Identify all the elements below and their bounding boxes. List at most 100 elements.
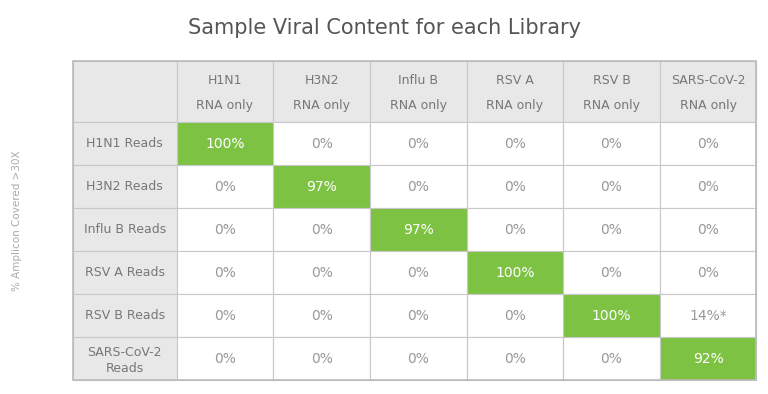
Bar [273, 61, 370, 122]
Text: 0%: 0% [504, 309, 526, 323]
Bar [273, 208, 370, 251]
Text: RNA only: RNA only [197, 98, 253, 112]
Text: 14%*: 14%* [690, 309, 727, 323]
Bar [563, 61, 660, 122]
Text: 97%: 97% [403, 223, 434, 237]
Text: 0%: 0% [697, 266, 719, 280]
Bar [466, 61, 563, 122]
Bar [177, 122, 273, 165]
Bar [660, 294, 756, 337]
Bar [370, 208, 467, 251]
Text: 0%: 0% [601, 266, 622, 280]
Bar [563, 122, 660, 165]
Bar [73, 294, 177, 337]
Text: 92%: 92% [693, 352, 723, 366]
Text: 0%: 0% [311, 223, 333, 237]
Text: 0%: 0% [407, 266, 429, 280]
Text: RSV B Reads: RSV B Reads [84, 309, 165, 322]
Text: SARS-CoV-2: SARS-CoV-2 [671, 74, 746, 87]
Text: H3N2 Reads: H3N2 Reads [87, 180, 163, 193]
Text: 0%: 0% [601, 137, 622, 151]
Bar [273, 251, 370, 294]
Text: RNA only: RNA only [486, 98, 544, 112]
Bar [273, 165, 370, 208]
Bar [73, 165, 177, 208]
Bar [660, 61, 756, 122]
Text: 0%: 0% [214, 223, 236, 237]
Bar [370, 61, 467, 122]
Text: RNA only: RNA only [389, 98, 447, 112]
Bar [177, 61, 273, 122]
Text: 100%: 100% [592, 309, 631, 323]
Text: 0%: 0% [697, 180, 719, 194]
Text: SARS-CoV-2: SARS-CoV-2 [88, 346, 162, 359]
Bar [466, 294, 563, 337]
Bar [73, 337, 177, 380]
Text: H3N2: H3N2 [304, 74, 339, 87]
Text: RNA only: RNA only [583, 98, 640, 112]
Bar [177, 294, 273, 337]
Bar [563, 165, 660, 208]
Bar [563, 208, 660, 251]
Text: 0%: 0% [311, 137, 333, 151]
Text: 97%: 97% [306, 180, 337, 194]
Text: 0%: 0% [697, 137, 719, 151]
Bar [370, 165, 467, 208]
Text: 0%: 0% [214, 180, 236, 194]
Text: 0%: 0% [311, 266, 333, 280]
Text: 0%: 0% [407, 352, 429, 366]
Bar [177, 337, 273, 380]
Text: Reads: Reads [106, 362, 144, 375]
Text: 100%: 100% [495, 266, 535, 280]
Text: 0%: 0% [601, 180, 622, 194]
Text: Influ B Reads: Influ B Reads [84, 223, 166, 236]
Bar [660, 208, 756, 251]
Text: 0%: 0% [407, 309, 429, 323]
Bar [660, 251, 756, 294]
Text: % Amplicon Covered >30X: % Amplicon Covered >30X [12, 151, 22, 291]
Bar [73, 251, 177, 294]
Text: 0%: 0% [311, 352, 333, 366]
Text: 0%: 0% [504, 180, 526, 194]
Text: RNA only: RNA only [680, 98, 737, 112]
Text: 0%: 0% [214, 309, 236, 323]
Bar [73, 61, 177, 122]
Bar [177, 165, 273, 208]
Text: H1N1 Reads: H1N1 Reads [87, 137, 163, 150]
Bar [563, 337, 660, 380]
Text: 0%: 0% [311, 309, 333, 323]
Bar [466, 165, 563, 208]
Bar [177, 251, 273, 294]
Bar [466, 337, 563, 380]
Text: RSV B: RSV B [593, 74, 631, 87]
Text: 0%: 0% [601, 223, 622, 237]
Bar [370, 122, 467, 165]
Text: 100%: 100% [205, 137, 245, 151]
Bar [273, 337, 370, 380]
Text: 0%: 0% [214, 266, 236, 280]
Bar [73, 61, 756, 380]
Text: 0%: 0% [697, 223, 719, 237]
Bar [370, 294, 467, 337]
Text: Influ B: Influ B [399, 74, 439, 87]
Text: 0%: 0% [504, 137, 526, 151]
Text: RSV A Reads: RSV A Reads [84, 266, 165, 279]
Bar [177, 208, 273, 251]
Text: 0%: 0% [601, 352, 622, 366]
Text: 0%: 0% [214, 352, 236, 366]
Bar [660, 122, 756, 165]
Bar [660, 165, 756, 208]
Bar [466, 208, 563, 251]
Bar [370, 251, 467, 294]
Text: RNA only: RNA only [293, 98, 350, 112]
Bar [563, 294, 660, 337]
Text: 0%: 0% [407, 180, 429, 194]
Bar [273, 294, 370, 337]
Bar [370, 337, 467, 380]
Text: 0%: 0% [504, 352, 526, 366]
Bar [73, 208, 177, 251]
Text: 0%: 0% [407, 137, 429, 151]
Bar [273, 122, 370, 165]
Bar [466, 251, 563, 294]
Bar [73, 122, 177, 165]
